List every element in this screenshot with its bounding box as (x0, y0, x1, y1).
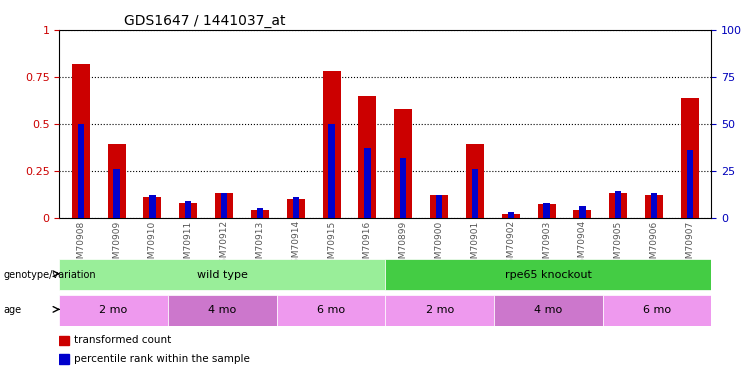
Bar (221, 193, 227, 217)
Text: transformed count: transformed count (74, 335, 171, 345)
Text: 2 mo: 2 mo (425, 305, 453, 315)
FancyBboxPatch shape (494, 295, 602, 326)
Text: 2 mo: 2 mo (99, 305, 127, 315)
Bar (322, 71, 341, 217)
FancyBboxPatch shape (385, 260, 711, 290)
Text: wild type: wild type (197, 270, 247, 280)
Bar (430, 195, 448, 217)
Bar (328, 124, 335, 218)
Bar (472, 169, 478, 217)
FancyBboxPatch shape (385, 295, 494, 326)
Text: rpe65 knockout: rpe65 knockout (505, 270, 592, 280)
FancyBboxPatch shape (59, 260, 385, 290)
Bar (251, 210, 269, 218)
Bar (365, 148, 370, 217)
Bar (466, 144, 484, 218)
Bar (574, 210, 591, 218)
Bar (609, 193, 627, 217)
Bar (287, 199, 305, 217)
Bar (257, 208, 263, 218)
Bar (537, 204, 556, 218)
Bar (359, 96, 376, 218)
Bar (615, 191, 622, 217)
Text: age: age (4, 305, 21, 315)
FancyBboxPatch shape (168, 295, 276, 326)
Bar (394, 109, 412, 217)
Bar (681, 98, 699, 218)
Bar (113, 169, 120, 217)
Text: 4 mo: 4 mo (208, 305, 236, 315)
Bar (72, 64, 90, 217)
Bar (59, 354, 68, 364)
Bar (149, 195, 156, 217)
Text: percentile rank within the sample: percentile rank within the sample (74, 354, 250, 364)
Bar (185, 201, 191, 217)
Bar (502, 214, 519, 217)
Bar (579, 206, 585, 218)
Text: 6 mo: 6 mo (643, 305, 671, 315)
Text: 6 mo: 6 mo (317, 305, 345, 315)
Bar (144, 197, 162, 217)
Text: 4 mo: 4 mo (534, 305, 562, 315)
Bar (651, 193, 657, 217)
Bar (645, 195, 663, 217)
FancyBboxPatch shape (602, 295, 711, 326)
FancyBboxPatch shape (59, 295, 168, 326)
Bar (508, 212, 514, 217)
Bar (687, 150, 693, 217)
Bar (400, 158, 406, 218)
Bar (107, 144, 125, 218)
Bar (59, 336, 68, 345)
FancyBboxPatch shape (276, 295, 385, 326)
Bar (215, 193, 233, 217)
Bar (78, 124, 84, 218)
Text: genotype/variation: genotype/variation (4, 270, 96, 279)
Bar (436, 195, 442, 217)
Text: GDS1647 / 1441037_at: GDS1647 / 1441037_at (124, 13, 286, 28)
Bar (179, 202, 197, 217)
Bar (543, 202, 550, 217)
Bar (293, 197, 299, 217)
